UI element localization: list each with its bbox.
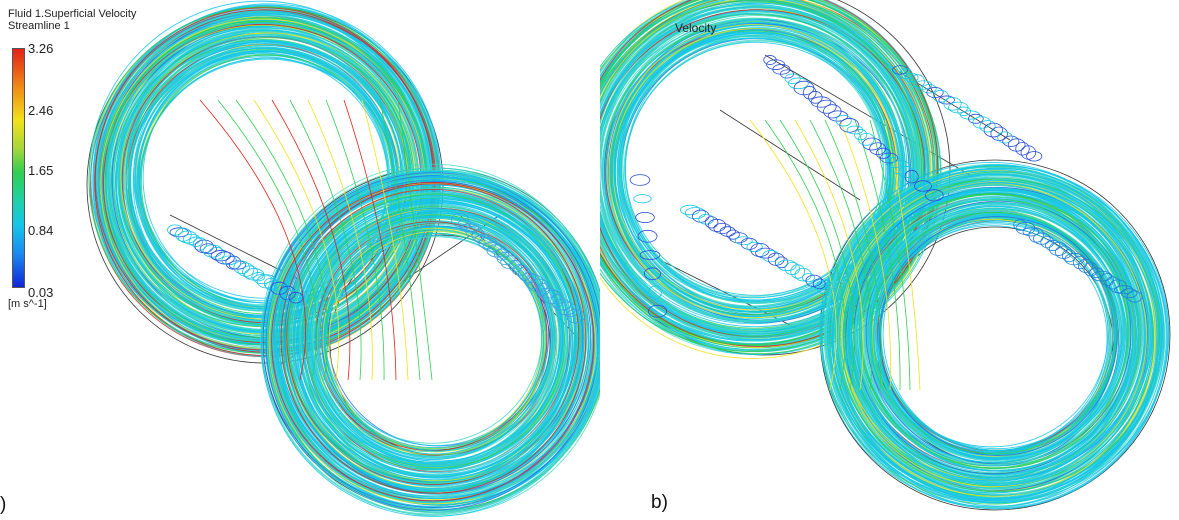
streamline-plot-b bbox=[600, 0, 1171, 511]
color-scale-bar bbox=[12, 48, 25, 288]
panel-label-a: ) bbox=[0, 494, 7, 515]
colorbar-tick-min: 0.03 bbox=[28, 285, 54, 300]
colorbar-tick: 1.65 bbox=[28, 163, 54, 178]
colorbar-tick: 2.46 bbox=[28, 103, 54, 118]
panel-b: Velocity b) bbox=[600, 0, 1179, 520]
colorbar-tick-max: 3.26 bbox=[28, 41, 54, 56]
streamline-plot-a bbox=[86, 0, 600, 517]
legend-title-b: Velocity bbox=[675, 21, 717, 35]
streamlines-a bbox=[88, 0, 600, 517]
panel-label-b: b) bbox=[651, 492, 668, 513]
panel-a: Fluid 1.Superficial Velocity Streamline … bbox=[0, 0, 600, 517]
legend-title: Fluid 1.Superficial Velocity bbox=[8, 8, 137, 20]
colorbar-tick: 0.84 bbox=[28, 223, 54, 238]
colorbar-unit: [m s^-1] bbox=[8, 298, 47, 310]
streamlines-b bbox=[600, 0, 1170, 510]
legend-subtitle: Streamline 1 bbox=[8, 20, 70, 32]
